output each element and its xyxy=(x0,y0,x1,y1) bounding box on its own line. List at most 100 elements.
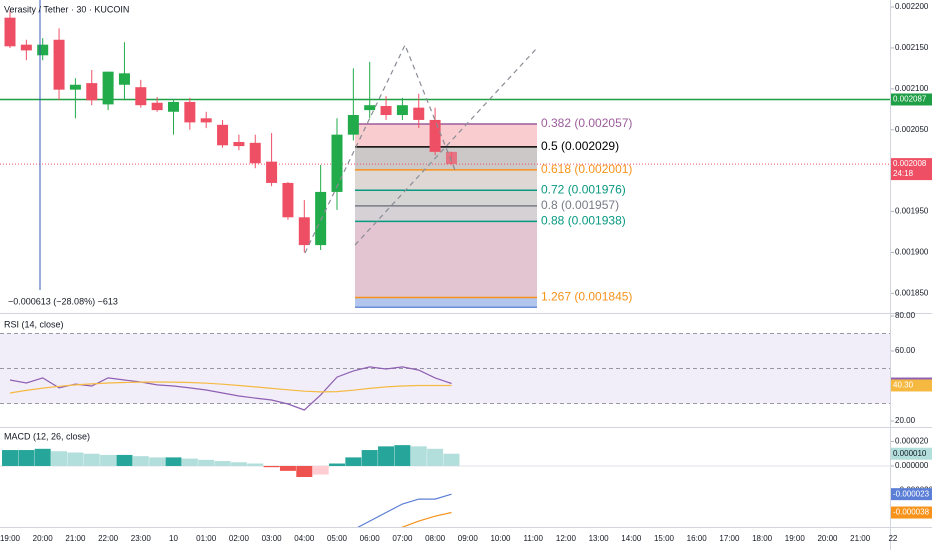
x-tick-label: 10 xyxy=(169,534,178,543)
y-tick-label: 80.00 xyxy=(895,311,916,320)
y-tick-label: 20.00 xyxy=(895,416,916,425)
x-tick-label: 23:00 xyxy=(131,534,152,543)
macd-title: MACD (12, 26, close) xyxy=(4,431,90,441)
histogram-bar xyxy=(51,451,68,466)
histogram-bar xyxy=(279,465,296,471)
fib-level-label: 0.8 (0.001957) xyxy=(541,198,619,212)
histogram-bar xyxy=(230,462,247,466)
candle-body xyxy=(315,191,327,246)
y-tick-label: 0.002100 xyxy=(895,84,929,93)
histogram-bar xyxy=(312,465,329,475)
candle-body xyxy=(445,151,457,165)
candle-body xyxy=(396,105,408,116)
rsi-title: RSI (14, close) xyxy=(4,319,64,329)
x-tick-label: 02:00 xyxy=(229,534,250,543)
fib-zone xyxy=(355,297,537,308)
histogram-bar xyxy=(198,459,215,466)
y-tick-label: 0.002150 xyxy=(895,43,929,52)
x-tick-label: 20:00 xyxy=(33,534,54,543)
price-label-box xyxy=(891,158,932,181)
histogram-bar xyxy=(132,456,149,466)
candle-body xyxy=(298,217,310,246)
candle-body xyxy=(217,124,229,146)
x-tick-label: 04:00 xyxy=(294,534,315,543)
histogram-bar xyxy=(18,450,35,466)
y-tick-label: 0.002200 xyxy=(895,2,929,11)
x-tick-label: 05:00 xyxy=(327,534,348,543)
candle-body xyxy=(347,115,359,135)
price-label-box xyxy=(891,506,932,519)
histogram-bar xyxy=(410,446,427,466)
fib-level-label: 0.88 (0.001938) xyxy=(541,214,626,228)
candle-body xyxy=(266,161,278,183)
fib-zone xyxy=(355,205,537,222)
histogram-bar xyxy=(116,454,133,466)
price-label: 0.002087 xyxy=(893,95,927,104)
chart-title: Verasity / Tether · 30 · KUCOIN xyxy=(4,4,129,14)
series-line xyxy=(9,366,452,411)
series-line xyxy=(401,511,452,527)
price-label: 0.002008 xyxy=(893,159,927,168)
candle-body xyxy=(282,182,294,218)
candle-body xyxy=(69,84,81,90)
candle-body xyxy=(37,44,49,56)
x-tick-label: 03:00 xyxy=(262,534,283,543)
histogram-bar xyxy=(67,452,84,466)
price-label: 40.30 xyxy=(893,381,914,390)
candle-body xyxy=(20,44,32,51)
x-tick-label: 19:00 xyxy=(0,534,21,543)
x-tick-label: 18:00 xyxy=(752,534,773,543)
x-tick-label: 16:00 xyxy=(687,534,708,543)
countdown-label: 24:18 xyxy=(893,169,914,178)
price-label-box xyxy=(891,488,932,501)
histogram-bar xyxy=(149,457,166,466)
measure-label: −0.000613 (−28.08%) −613 xyxy=(8,296,118,306)
histogram-bar xyxy=(345,457,362,466)
trend-drawings xyxy=(304,43,538,254)
histogram-bar xyxy=(443,453,460,466)
candle-body xyxy=(135,87,147,106)
x-tick-label: 21:00 xyxy=(850,534,871,543)
y-tick-label: 0.001850 xyxy=(895,288,929,297)
y-tick-label: 0.002050 xyxy=(895,125,929,134)
histogram-bar xyxy=(181,458,198,466)
fib-level-label: 0.382 (0.002057) xyxy=(541,116,632,130)
x-tick-label: 14:00 xyxy=(621,534,642,543)
x-tick-label: 06:00 xyxy=(360,534,381,543)
fib-zone xyxy=(355,221,537,298)
x-tick-label: 15:00 xyxy=(654,534,675,543)
candle-body xyxy=(200,118,212,123)
x-tick-label: 13:00 xyxy=(589,534,610,543)
histogram-bar xyxy=(427,448,444,466)
x-tick-label: 17:00 xyxy=(719,534,740,543)
x-tick-label: 19:00 xyxy=(785,534,806,543)
price-label-box xyxy=(891,447,932,460)
histogram-bar xyxy=(296,465,313,477)
fib-level-label: 0.5 (0.002029) xyxy=(541,139,619,153)
x-tick-label: 09:00 xyxy=(458,534,479,543)
price-label-box xyxy=(891,93,932,106)
histogram-bar xyxy=(165,457,182,466)
candle-body xyxy=(4,17,16,47)
x-tick-label: 12:00 xyxy=(556,534,577,543)
y-tick-label: 0.000020 xyxy=(895,437,929,446)
fib-level-label: 1.267 (0.001845) xyxy=(541,290,632,304)
x-tick-label: 11:00 xyxy=(523,534,543,543)
histogram-bar xyxy=(247,463,264,466)
y-tick-label: 60.00 xyxy=(895,346,916,355)
price-label: 0.000010 xyxy=(893,449,927,458)
x-tick-label: 22:00 xyxy=(98,534,119,543)
candle-body xyxy=(102,71,114,105)
candle-body xyxy=(86,83,98,101)
y-tick-label: 0.001950 xyxy=(895,207,929,216)
fib-level-label: 0.72 (0.001976) xyxy=(541,182,626,196)
histogram-bar xyxy=(34,448,51,466)
candle-body xyxy=(53,39,65,90)
fib-zone xyxy=(355,169,537,191)
candle-body xyxy=(233,142,245,147)
price-label: -0.000023 xyxy=(893,489,930,498)
candle-body xyxy=(168,101,179,112)
x-tick-label: 20:00 xyxy=(817,534,838,543)
series-line xyxy=(9,381,452,394)
